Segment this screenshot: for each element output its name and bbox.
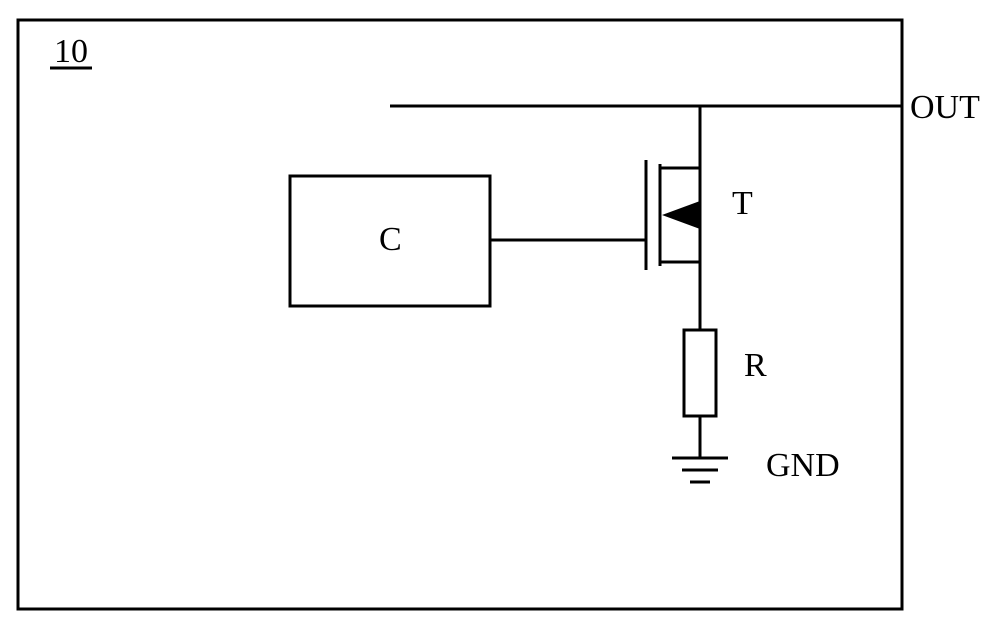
transistor: [646, 160, 700, 330]
resistor: [684, 330, 716, 416]
controller-label: C: [379, 221, 402, 258]
ground-icon: [672, 458, 728, 482]
mosfet-body-arrow-icon: [662, 201, 700, 229]
transistor-label: T: [732, 185, 753, 222]
ground-label: GND: [766, 447, 840, 484]
figure-ref-label: 10: [54, 33, 88, 70]
out-label: OUT: [910, 89, 980, 126]
resistor-label: R: [744, 347, 767, 384]
chip-boundary: [18, 20, 902, 609]
